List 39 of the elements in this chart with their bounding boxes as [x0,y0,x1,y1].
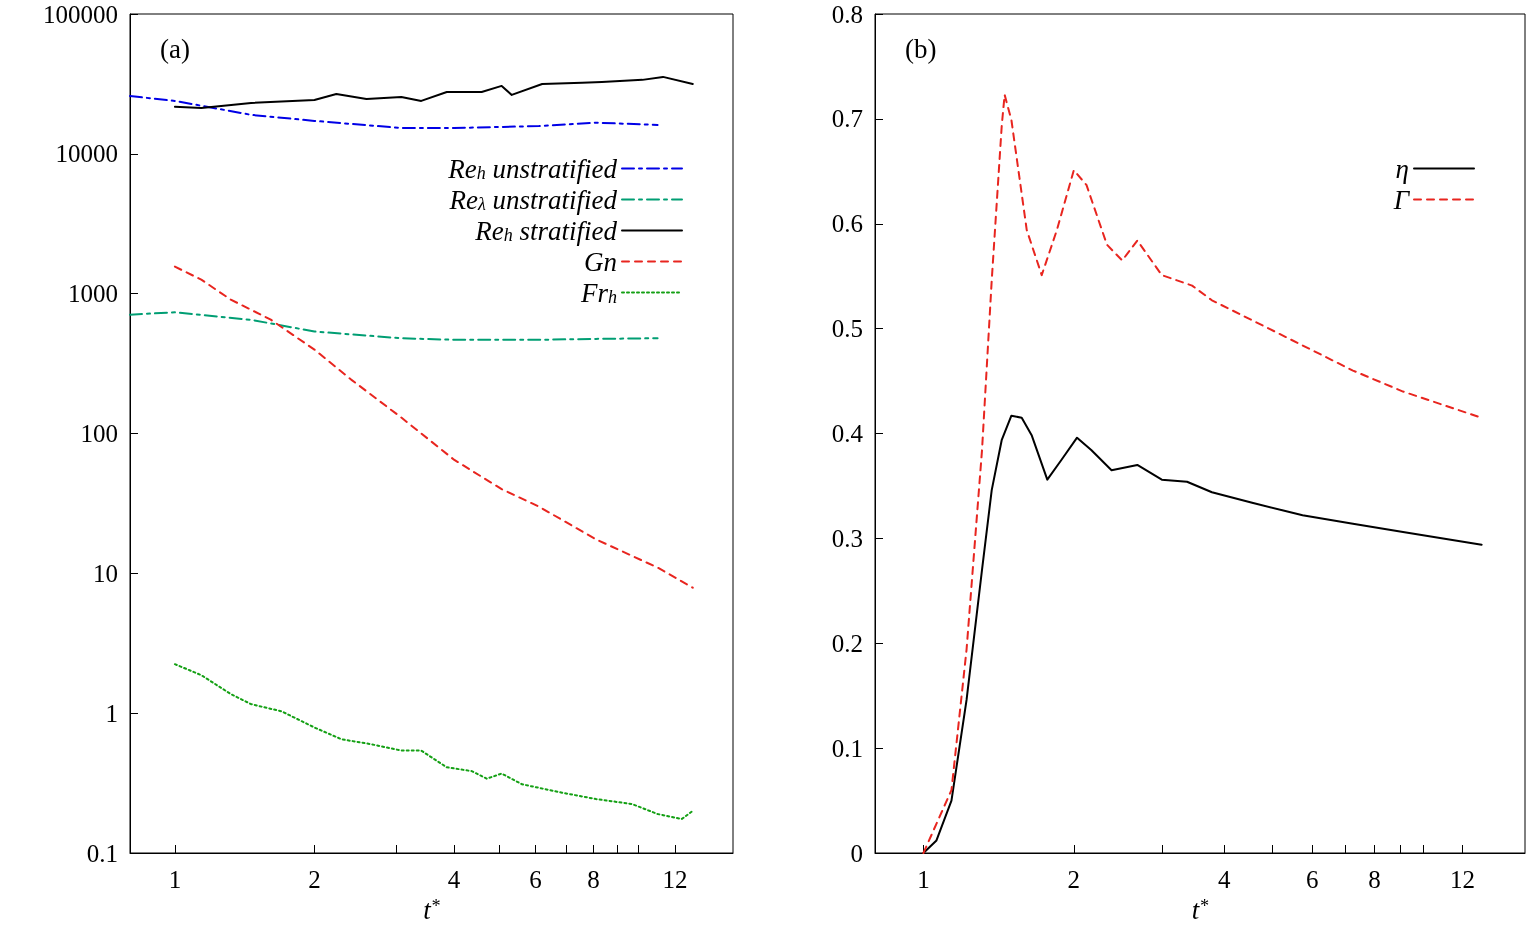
y-tick-label: 0.1 [86,839,118,867]
x-tick-label: 2 [308,866,321,893]
y-tick-label: 0.4 [831,420,864,447]
x-tick-label: 8 [1368,866,1381,893]
y-tick-label: 10000 [55,140,118,168]
y-tick-label: 0 [850,839,863,867]
y-tick-label: 0.8 [831,0,863,28]
x-tick-label: 2 [1067,866,1081,893]
x-tick-label: 12 [662,866,688,893]
x-tick-label: 6 [1305,866,1319,893]
legend-label: Γ [1392,184,1411,215]
legend-label: Reh stratified [474,215,618,246]
y-tick-label: 0.1 [831,734,863,762]
legend-label: η [1395,153,1410,184]
legend-label: Frh [580,277,617,308]
y-tick-label: 100 [80,420,118,447]
x-axis-title: t* [1191,895,1209,926]
x-axis-title: t* [423,895,440,926]
text: (a) [160,33,190,64]
y-tick-label: 0.3 [831,524,863,552]
y-tick-label: 0.5 [831,315,863,343]
y-tick-label: 10 [93,559,118,587]
y-tick-label: 1 [105,699,118,727]
y-tick-label: 0.6 [831,210,863,238]
x-tick-label: 6 [529,866,542,893]
x-tick-label: 4 [1217,866,1231,893]
x-tick-label: 4 [447,866,461,893]
y-tick-label: 100000 [43,0,118,28]
legend-label: Reλ unstratified [448,184,618,215]
y-tick-label: 1000 [68,280,118,308]
text: (b) [905,33,937,64]
x-tick-label: 12 [1450,866,1476,893]
x-tick-label: 1 [168,866,182,893]
legend-label: Gn [584,246,617,277]
x-tick-label: 1 [917,866,930,893]
y-tick-label: 0.2 [831,629,863,657]
x-tick-label: 8 [587,866,600,893]
y-tick-label: 0.7 [831,105,863,133]
legend-label: Reh unstratified [447,153,618,184]
